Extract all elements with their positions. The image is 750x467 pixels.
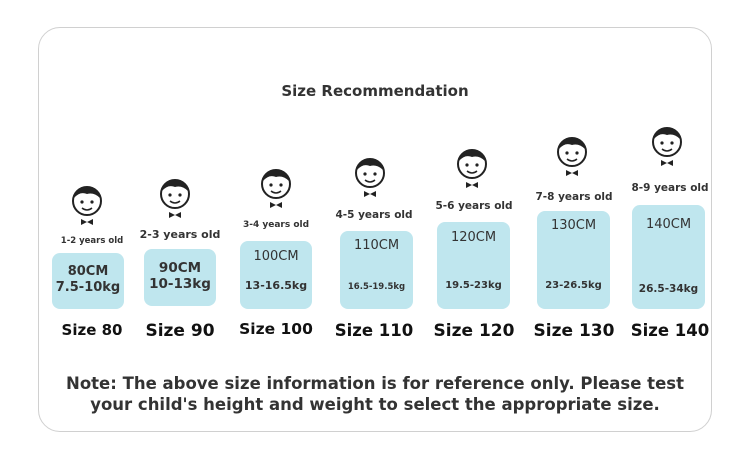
size-label: Size 80 (61, 321, 123, 339)
size-box: 100CM 13-16.5kg (240, 241, 312, 309)
height-value: 110CM (353, 238, 400, 253)
weight-value: 10-13kg (149, 276, 211, 292)
size-box: 130CM 23-26.5kg (537, 211, 610, 309)
child-face-icon (457, 149, 487, 188)
weight-value: 23-26.5kg (545, 280, 602, 291)
child-face-icon (72, 186, 102, 225)
size-box: 120CM 19.5-23kg (437, 222, 510, 309)
size-label: Size 140 (630, 321, 710, 340)
size-label: Size 100 (239, 320, 313, 338)
note-line-1: Note: The above size information is for … (66, 374, 684, 393)
child-face-icon (652, 127, 682, 166)
age-label: 8-9 years old (631, 182, 709, 194)
weight-value: 19.5-23kg (445, 280, 502, 291)
size-label: Size 90 (145, 321, 215, 341)
height-value: 120CM (450, 230, 497, 245)
child-face-icon (261, 169, 291, 208)
weight-value: 16.5-19.5kg (347, 282, 406, 292)
height-value: 80CM (67, 264, 109, 279)
height-value: 100CM (253, 249, 299, 264)
weight-value: 26.5-34kg (638, 283, 699, 295)
age-label: 4-5 years old (335, 209, 413, 221)
age-label: 1-2 years old (60, 236, 124, 246)
size-label: Size 110 (334, 321, 414, 340)
child-face-icon (557, 137, 587, 176)
age-label: 5-6 years old (435, 200, 513, 212)
height-value: 140CM (645, 217, 692, 232)
height-value: 90CM (158, 260, 202, 276)
height-value: 130CM (550, 218, 597, 233)
weight-value: 7.5-10kg (55, 280, 121, 295)
child-face-icon (355, 158, 385, 197)
age-label: 3-4 years old (242, 220, 310, 230)
age-label: 2-3 years old (139, 228, 221, 241)
size-box: 140CM 26.5-34kg (632, 205, 705, 309)
weight-value: 13-16.5kg (244, 279, 308, 292)
chart-title: Size Recommendation (281, 82, 469, 100)
age-label: 7-8 years old (535, 191, 613, 203)
size-label: Size 130 (533, 321, 615, 341)
size-box: 110CM 16.5-19.5kg (340, 231, 413, 309)
size-box: 80CM 7.5-10kg (52, 253, 124, 309)
size-label: Size 120 (433, 321, 515, 341)
size-box: 90CM 10-13kg (144, 249, 216, 306)
child-face-icon (160, 179, 190, 218)
note-line-2: your child's height and weight to select… (90, 395, 660, 414)
reference-note: Note: The above size information is for … (0, 373, 750, 415)
